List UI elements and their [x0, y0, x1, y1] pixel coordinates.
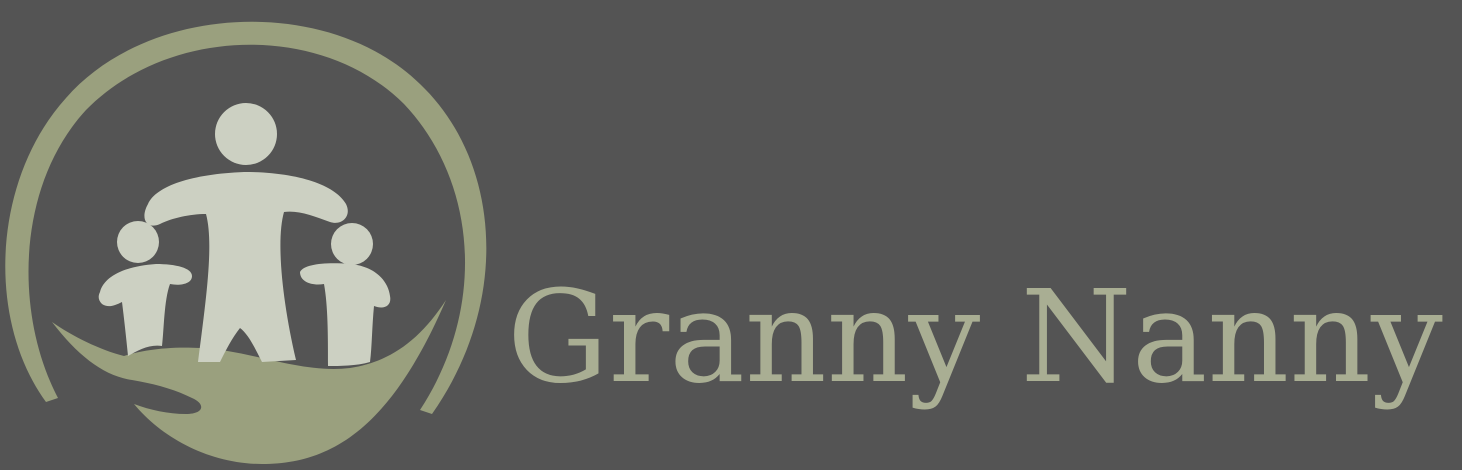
right-child-head [331, 223, 373, 265]
logo-hand [52, 300, 446, 464]
brand-name: Granny Nanny [507, 263, 1443, 411]
adult-head [215, 103, 277, 165]
right-child-body [300, 263, 391, 366]
logo-mark-graphic [5, 21, 487, 464]
family-in-hand-icon [0, 0, 500, 470]
left-child-head [117, 221, 159, 263]
left-child-body [98, 264, 192, 356]
adult-body [144, 172, 348, 362]
